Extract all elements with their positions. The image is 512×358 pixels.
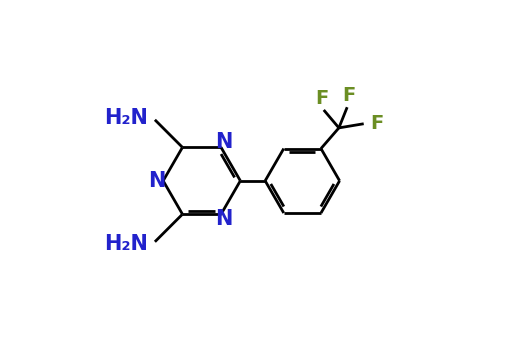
Text: F: F bbox=[342, 86, 355, 105]
Text: F: F bbox=[371, 114, 384, 133]
Text: H₂N: H₂N bbox=[104, 234, 148, 254]
Text: N: N bbox=[216, 132, 233, 152]
Text: N: N bbox=[216, 209, 233, 229]
Text: N: N bbox=[148, 171, 166, 191]
Text: F: F bbox=[315, 89, 328, 108]
Text: H₂N: H₂N bbox=[104, 108, 148, 127]
